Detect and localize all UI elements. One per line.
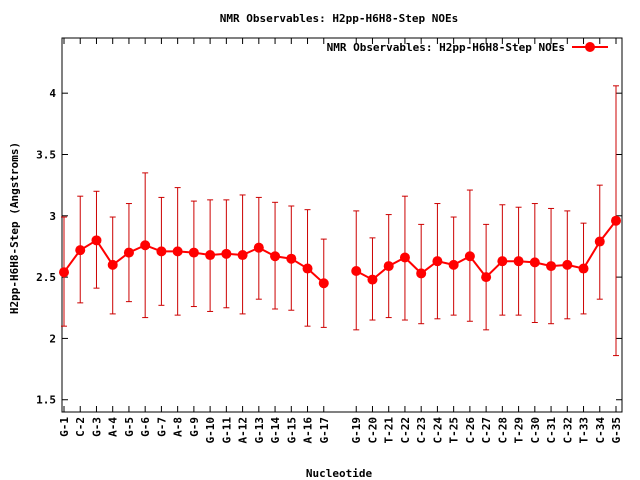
x-tick-label: C-24: [431, 417, 444, 444]
x-tick-label: G-9: [188, 417, 201, 437]
y-axis-label: H2pp-H6H8-Step (Angstroms): [8, 142, 21, 314]
data-point: [367, 274, 378, 285]
data-point: [416, 268, 427, 279]
x-tick-label: G-11: [220, 417, 233, 444]
data-point: [432, 256, 443, 267]
x-tick-label: C-28: [496, 417, 509, 444]
data-point: [383, 261, 394, 272]
data-point: [123, 247, 134, 258]
data-point: [59, 267, 69, 278]
y-tick-label: 4: [49, 87, 56, 100]
data-point: [237, 250, 248, 261]
y-axis: 1.5 2 2.5 3 3.5 4: [36, 87, 622, 407]
data-point: [107, 259, 118, 270]
data-point: [578, 263, 589, 274]
data-point: [351, 265, 362, 276]
data-point: [140, 240, 151, 251]
legend-label: NMR Observables: H2pp-H6H8-Step NOEs: [327, 41, 565, 54]
data-point: [75, 245, 86, 256]
x-tick-label: C-20: [366, 417, 379, 444]
data-point: [91, 235, 102, 246]
x-tick-label: C-30: [529, 417, 542, 444]
y-tick-label: 2.5: [36, 271, 56, 284]
x-tick-label: C-2: [74, 417, 87, 437]
data-point: [156, 246, 167, 257]
x-tick-label: T-21: [383, 417, 396, 444]
data-point: [611, 215, 621, 226]
x-tick-label: G-5: [123, 417, 136, 437]
x-axis-label: Nucleotide: [306, 467, 373, 480]
data-point: [562, 259, 573, 270]
legend: NMR Observables: H2pp-H6H8-Step NOEs: [327, 41, 608, 54]
x-tick-label: C-22: [399, 417, 412, 444]
x-tick-label: G-7: [155, 417, 168, 437]
data-point: [464, 251, 475, 262]
x-tick-label: A-12: [237, 417, 250, 444]
data-point: [448, 259, 459, 270]
x-tick-label: G-6: [139, 417, 152, 437]
data-points: [59, 215, 621, 289]
data-point: [205, 250, 216, 261]
x-axis: G-1 C-2 G-3 A-4 G-5 G-6 G-7 A-8 G-9 G-10 G-11 A-12 G…: [58, 38, 623, 444]
x-tick-label: G-14: [269, 417, 282, 444]
data-point: [318, 278, 329, 289]
x-tick-label: A-16: [302, 417, 315, 444]
data-point: [302, 263, 313, 274]
x-tick-label: C-26: [464, 417, 477, 444]
x-tick-label: A-4: [107, 417, 120, 437]
x-tick-label: C-32: [561, 417, 574, 444]
data-point: [253, 242, 264, 253]
x-tick-label: T-33: [578, 417, 591, 444]
data-point: [497, 256, 508, 267]
data-point: [594, 236, 605, 247]
x-tick-label: C-27: [480, 417, 493, 444]
data-point: [221, 248, 232, 259]
plot-frame: [61, 37, 623, 413]
x-tick-label: T-29: [513, 417, 526, 444]
data-point: [399, 252, 410, 263]
data-point: [172, 246, 183, 257]
data-point: [286, 253, 297, 264]
x-tick-label: G-1: [58, 417, 71, 437]
y-tick-label: 1.5: [36, 394, 56, 407]
y-tick-label: 3.5: [36, 148, 56, 161]
x-tick-label: A-8: [172, 417, 185, 437]
error-bars: [61, 85, 619, 357]
data-point: [270, 251, 281, 262]
series-line: [63, 220, 617, 284]
x-tick-label: G-19: [350, 417, 363, 444]
x-tick-label: C-31: [545, 417, 558, 444]
data-point: [481, 272, 492, 283]
legend-marker: [585, 42, 595, 52]
x-tick-label: G-15: [285, 417, 298, 444]
y-tick-label: 2: [49, 332, 56, 345]
x-tick-label: G-35: [610, 417, 623, 444]
data-point: [529, 257, 540, 268]
data-point: [188, 247, 199, 258]
x-tick-label: C-23: [415, 417, 428, 444]
x-tick-label: G-10: [204, 417, 217, 444]
x-tick-label: G-13: [253, 417, 266, 444]
x-tick-label: G-17: [318, 417, 331, 444]
chart-title: NMR Observables: H2pp-H6H8-Step NOEs: [220, 12, 458, 25]
x-tick-label: C-34: [594, 417, 607, 444]
y-tick-label: 3: [49, 210, 56, 223]
x-tick-label: T-25: [448, 417, 461, 444]
x-tick-label: G-3: [90, 417, 103, 437]
data-point: [513, 256, 524, 267]
data-point: [546, 261, 557, 272]
